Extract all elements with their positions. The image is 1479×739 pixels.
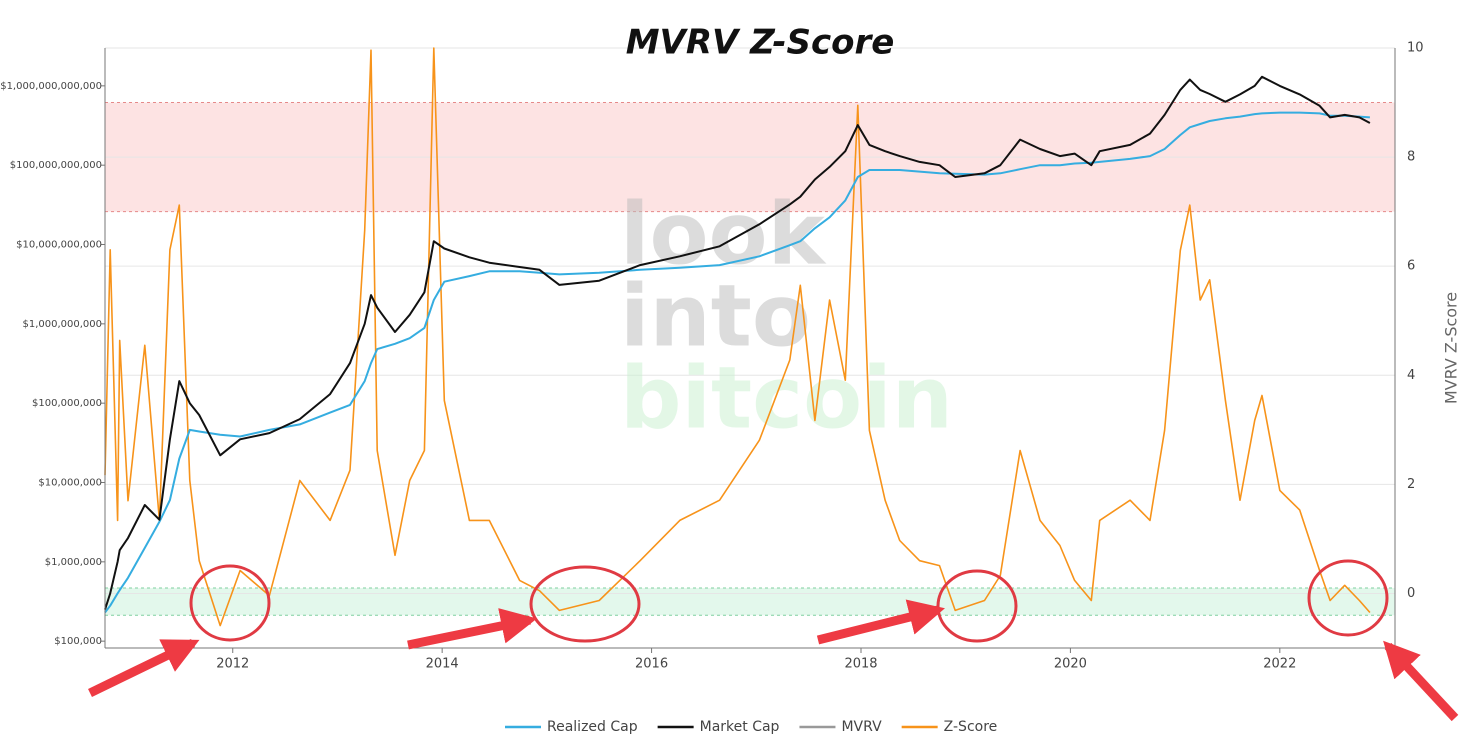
y-tick-label: $10,000,000 xyxy=(38,478,102,489)
legend-item[interactable]: Market Cap xyxy=(657,719,780,735)
x-tick-label: 2020 xyxy=(1054,657,1087,672)
chart-title: MVRV Z-Score xyxy=(626,23,895,63)
watermark: bitcoin xyxy=(620,348,953,448)
y2-tick-label: 0 xyxy=(1407,586,1415,601)
y2-tick-label: 4 xyxy=(1407,368,1415,383)
x-tick-label: 2018 xyxy=(844,657,877,672)
zone xyxy=(105,588,1395,616)
y2-tick-label: 8 xyxy=(1407,150,1415,165)
x-tick-label: 2012 xyxy=(216,657,249,672)
legend-label: MVRV xyxy=(841,719,882,735)
series-line xyxy=(104,111,1370,614)
legend-label: Z-Score xyxy=(944,719,998,735)
y-tick-label: $1,000,000,000 xyxy=(22,319,102,330)
y-tick-label: $100,000 xyxy=(54,636,102,647)
y2-tick-label: 6 xyxy=(1407,259,1415,274)
watermark: into xyxy=(620,266,811,366)
arrow xyxy=(407,608,538,650)
y-tick-label: $1,000,000,000,000 xyxy=(0,81,102,92)
legend-item[interactable]: MVRV xyxy=(799,719,882,735)
arrow xyxy=(1383,640,1459,722)
legend-item[interactable]: Z-Score xyxy=(901,719,998,735)
arrow xyxy=(816,599,945,645)
y2-axis-label: MVRV Z-Score xyxy=(1442,292,1461,404)
annotations xyxy=(88,559,1459,722)
arrow xyxy=(88,638,200,698)
legend-item[interactable]: Realized Cap xyxy=(505,719,638,735)
y-tick-label: $10,000,000,000 xyxy=(16,240,102,251)
legend-label: Realized Cap xyxy=(547,719,638,735)
circle xyxy=(1307,559,1389,637)
y2-tick-label: 10 xyxy=(1407,41,1424,56)
circle xyxy=(189,564,271,642)
watermark: look xyxy=(620,184,827,284)
x-tick-label: 2014 xyxy=(426,657,459,672)
y-tick-label: $100,000,000,000 xyxy=(10,160,102,171)
x-tick-label: 2022 xyxy=(1263,657,1296,672)
circle xyxy=(529,565,641,643)
y-tick-label: $100,000,000 xyxy=(32,398,102,409)
y-tick-label: $1,000,000 xyxy=(45,557,102,568)
series-line xyxy=(104,47,1371,627)
legend-label: Market Cap xyxy=(700,719,780,735)
y2-tick-label: 2 xyxy=(1407,477,1415,492)
series-line xyxy=(104,75,1371,610)
x-tick-label: 2016 xyxy=(635,657,668,672)
